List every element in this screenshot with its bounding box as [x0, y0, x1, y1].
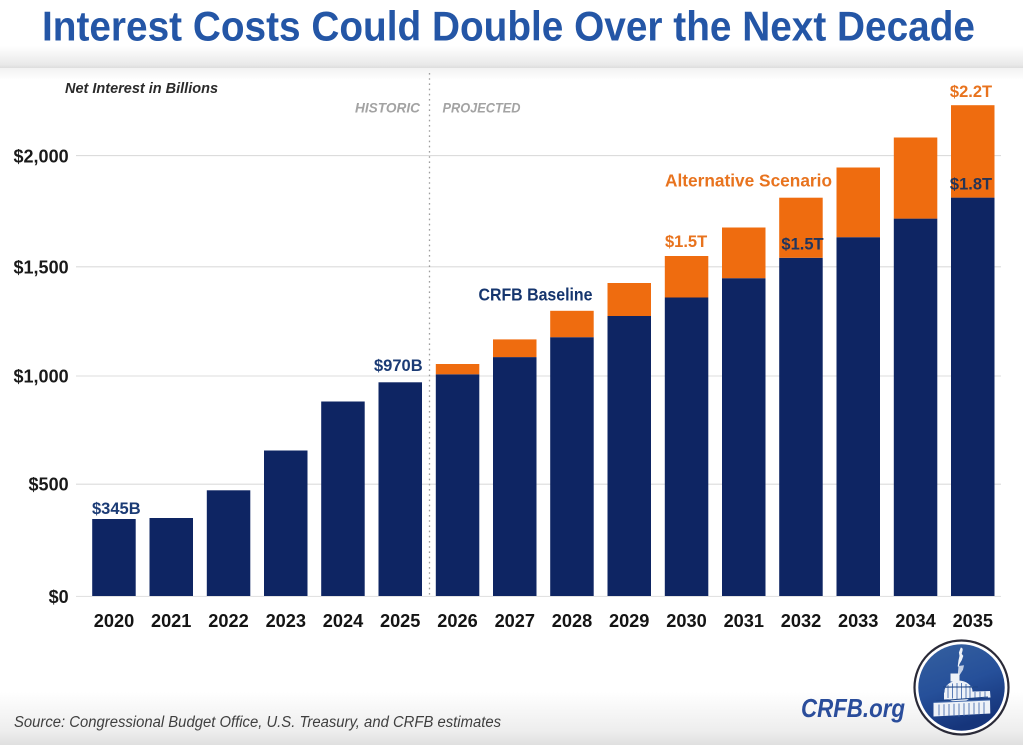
svg-text:CRFB.org: CRFB.org — [801, 693, 905, 723]
svg-text:2020: 2020 — [94, 611, 134, 631]
svg-text:Interest Costs Could Double Ov: Interest Costs Could Double Over the Nex… — [42, 3, 975, 50]
svg-text:2028: 2028 — [552, 611, 592, 631]
svg-text:$1,000: $1,000 — [14, 366, 69, 386]
svg-text:2024: 2024 — [323, 611, 364, 631]
svg-text:2029: 2029 — [609, 611, 649, 631]
svg-text:2027: 2027 — [495, 611, 535, 631]
svg-text:2030: 2030 — [666, 611, 706, 631]
svg-text:2025: 2025 — [380, 611, 420, 631]
svg-text:CRFB Baseline: CRFB Baseline — [479, 285, 593, 305]
svg-text:Alternative Scenario: Alternative Scenario — [665, 171, 832, 191]
svg-text:$1.5T: $1.5T — [781, 236, 823, 254]
svg-text:2035: 2035 — [953, 611, 993, 631]
svg-text:$2.2T: $2.2T — [950, 83, 992, 101]
svg-text:$1,500: $1,500 — [14, 257, 69, 277]
svg-text:2034: 2034 — [895, 611, 936, 631]
svg-text:2026: 2026 — [437, 611, 477, 631]
svg-text:$2,000: $2,000 — [14, 147, 69, 167]
svg-text:PROJECTED: PROJECTED — [443, 100, 521, 116]
svg-text:2021: 2021 — [151, 611, 191, 631]
svg-text:$970B: $970B — [374, 357, 423, 375]
svg-text:2033: 2033 — [838, 611, 878, 631]
svg-text:$500: $500 — [29, 475, 69, 495]
svg-text:$1.8T: $1.8T — [950, 176, 992, 194]
svg-text:$0: $0 — [49, 587, 69, 607]
svg-text:2023: 2023 — [266, 611, 306, 631]
svg-text:2031: 2031 — [724, 611, 764, 631]
svg-text:$345B: $345B — [92, 500, 141, 518]
svg-text:$1.5T: $1.5T — [665, 233, 707, 251]
svg-text:Net Interest in Billions: Net Interest in Billions — [65, 80, 218, 97]
svg-text:HISTORIC: HISTORIC — [355, 100, 421, 116]
svg-text:Source: Congressional Budget O: Source: Congressional Budget Office, U.S… — [14, 714, 501, 731]
svg-text:2022: 2022 — [208, 611, 248, 631]
svg-text:2032: 2032 — [781, 611, 821, 631]
